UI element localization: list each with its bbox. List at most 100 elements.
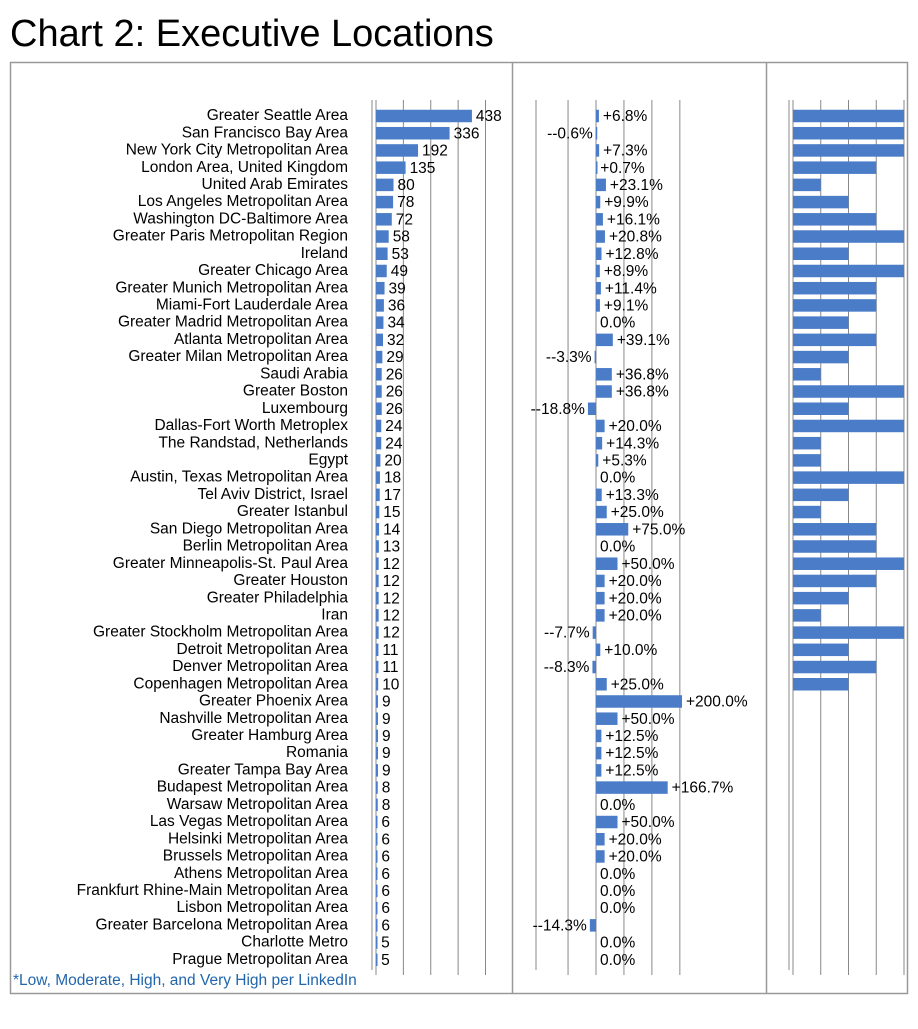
category-label: Dallas-Fort Worth Metroplex <box>154 417 348 434</box>
category-label: United Arab Emirates <box>202 176 349 193</box>
bar <box>596 729 602 743</box>
value-label: +36.8% <box>616 384 669 401</box>
value-label: 17 <box>384 487 401 504</box>
category-label: Saudi Arabia <box>260 365 348 382</box>
bar <box>793 591 849 605</box>
value-label: 6 <box>381 866 390 883</box>
category-label: Frankfurt Rhine-Main Metropolitan Area <box>77 882 349 899</box>
value-label: +7.3% <box>603 143 648 160</box>
value-label: 5 <box>381 952 390 969</box>
bar <box>596 850 605 863</box>
category-label: San Diego Metropolitan Area <box>150 520 349 537</box>
bar <box>793 454 821 467</box>
category-label: Greater Stockholm Metropolitan Area <box>93 624 348 641</box>
value-label: 0.0% <box>600 539 636 556</box>
bar <box>376 815 378 829</box>
bar <box>376 712 378 725</box>
bar <box>376 419 382 433</box>
category-label: Washington DC-Baltimore Area <box>133 210 348 227</box>
value-label: 49 <box>391 263 408 280</box>
category-label: Copenhagen Metropolitan Area <box>133 675 348 692</box>
value-label: +75.0% <box>632 521 685 538</box>
value-label: 0.0% <box>600 900 636 917</box>
bar <box>596 195 601 209</box>
value-label: 10 <box>382 676 400 693</box>
bar <box>596 643 601 657</box>
bar <box>793 660 877 674</box>
bar <box>596 523 629 536</box>
value-label: 72 <box>396 211 413 228</box>
value-label: --8.3% <box>544 659 590 676</box>
category-label: Greater Phoenix Area <box>199 693 348 710</box>
value-label: 12 <box>383 573 400 590</box>
category-label: Greater Philadelphia <box>207 589 349 606</box>
category-label: Nashville Metropolitan Area <box>159 710 348 727</box>
bar <box>596 281 601 295</box>
bar <box>596 213 603 226</box>
category-label: Helsinki Metropolitan Area <box>168 830 348 847</box>
bar <box>376 368 382 381</box>
value-label: +12.5% <box>605 728 658 745</box>
category-label: Brussels Metropolitan Area <box>163 848 349 865</box>
bar <box>376 350 383 364</box>
bar <box>596 764 602 777</box>
value-label: --7.7% <box>544 625 590 642</box>
bar <box>793 264 904 278</box>
bar <box>376 540 379 553</box>
value-label: 78 <box>397 194 414 211</box>
value-label: 14 <box>383 521 401 538</box>
bar <box>596 695 682 708</box>
value-label: 0.0% <box>600 952 636 969</box>
bar <box>595 126 598 140</box>
bar <box>793 385 904 398</box>
bar <box>596 746 602 760</box>
bar <box>376 385 382 398</box>
bar <box>594 350 597 364</box>
bar <box>596 247 602 261</box>
bar <box>376 781 378 794</box>
value-label: +20.0% <box>609 607 662 624</box>
bar <box>793 281 877 295</box>
bar <box>376 281 385 295</box>
bar <box>376 109 472 123</box>
bar <box>376 471 380 484</box>
bar <box>376 626 379 639</box>
value-label: 0.0% <box>600 797 636 814</box>
category-label: Greater Chicago Area <box>198 262 348 279</box>
bar <box>376 591 379 605</box>
value-label: +11.4% <box>605 280 657 297</box>
value-label: 8 <box>382 797 391 814</box>
value-label: 6 <box>381 883 390 900</box>
category-label: The Randstad, Netherlands <box>158 434 348 451</box>
value-label: +20.0% <box>609 831 662 848</box>
value-label: 15 <box>383 504 400 521</box>
bar <box>793 299 877 312</box>
bar <box>793 505 821 519</box>
value-label: +12.8% <box>606 246 659 263</box>
value-label: 9 <box>382 694 391 711</box>
bar <box>793 488 849 502</box>
category-label: Greater Tampa Bay Area <box>178 761 349 778</box>
category-label: Egypt <box>308 451 348 468</box>
value-label: 20 <box>384 452 402 469</box>
category-label: Greater Hamburg Area <box>191 727 348 744</box>
bar <box>376 695 378 708</box>
bar <box>376 126 450 140</box>
value-label: +50.0% <box>622 711 675 728</box>
bar <box>793 350 849 364</box>
bar <box>376 936 378 949</box>
value-label: 0.0% <box>600 866 636 883</box>
bar <box>793 109 904 123</box>
category-label: Greater Seattle Area <box>207 107 349 124</box>
category-label: Berlin Metropolitan Area <box>183 538 349 555</box>
value-label: +200.0% <box>686 694 748 711</box>
value-label: +50.0% <box>622 556 675 573</box>
bar <box>596 591 605 605</box>
chart-title: Chart 2: Executive Locations <box>10 13 494 55</box>
value-label: 5 <box>381 935 390 952</box>
value-label: 18 <box>384 470 401 487</box>
bar <box>596 178 606 192</box>
bar <box>376 230 389 243</box>
bar <box>376 850 378 863</box>
